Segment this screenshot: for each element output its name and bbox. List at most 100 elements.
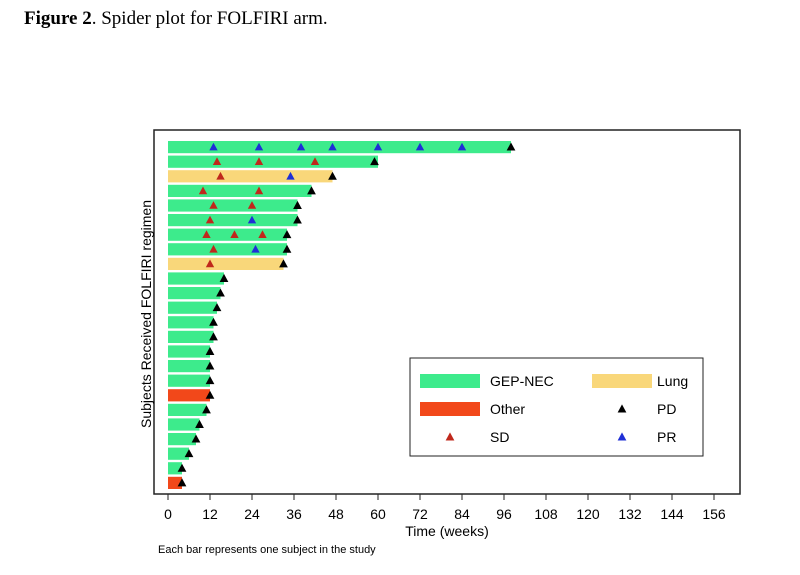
- subject-bar: [168, 360, 210, 373]
- legend-swatch: [420, 374, 480, 388]
- pd-marker: [202, 405, 211, 414]
- subject-bar: [168, 389, 210, 402]
- x-tick-label: 84: [454, 506, 470, 522]
- pd-marker: [177, 478, 187, 487]
- x-tick-label: 0: [164, 506, 172, 522]
- sd-marker: [198, 186, 208, 195]
- legend-label: GEP-NEC: [490, 373, 554, 389]
- sd-marker: [254, 157, 264, 165]
- pd-marker: [506, 142, 516, 151]
- figure-caption: Figure 2. Spider plot for FOLFIRI arm.: [24, 8, 328, 30]
- pd-marker: [282, 230, 292, 239]
- sd-marker: [205, 259, 215, 268]
- pd-marker: [370, 157, 379, 166]
- sd-marker: [230, 230, 239, 238]
- legend: GEP-NEC Lung Other PD SD PR: [409, 357, 704, 457]
- legend-swatch: [592, 374, 652, 388]
- subject-bar: [168, 243, 287, 256]
- subject-bar: [168, 374, 210, 387]
- legend-label: Lung: [657, 373, 688, 389]
- pr-marker: [209, 142, 218, 151]
- subject-bar: [168, 330, 214, 343]
- pd-marker: [209, 317, 218, 326]
- pd-marker: [328, 171, 337, 180]
- subject-bar: [168, 287, 221, 300]
- x-tick-label: 120: [576, 506, 600, 522]
- pd-marker: [177, 463, 187, 472]
- sd-marker: [209, 201, 218, 209]
- pr-marker: [247, 215, 257, 224]
- sd-marker: [212, 157, 222, 165]
- x-tick-label: 132: [618, 506, 642, 522]
- pr-marker: [296, 142, 306, 151]
- pr-marker: [254, 142, 264, 151]
- markers-layer: [177, 142, 516, 487]
- subject-bar: [168, 316, 214, 329]
- x-tick-label: 96: [496, 506, 512, 522]
- pr-marker: [286, 171, 295, 180]
- sd-marker: [247, 201, 257, 209]
- pd-marker: [219, 273, 229, 282]
- x-tick-label: 24: [244, 506, 260, 522]
- sd-marker: [258, 230, 267, 238]
- pr-marker: [328, 142, 337, 151]
- pd-marker: [184, 449, 194, 458]
- y-axis-label: Subjects Received FOLFIRI regimen: [138, 200, 154, 428]
- pd-marker: [279, 259, 288, 268]
- legend-swatch: [420, 402, 480, 416]
- pr-marker: [457, 142, 467, 151]
- legend-label: SD: [490, 429, 509, 445]
- legend-marker: [617, 404, 627, 413]
- subject-bar: [168, 272, 224, 285]
- pd-marker: [293, 215, 302, 224]
- sd-marker: [216, 171, 225, 180]
- x-axis-label: Time (weeks): [405, 523, 489, 539]
- sd-marker: [202, 230, 211, 238]
- legend-label: PD: [657, 401, 676, 417]
- x-tick-label: 36: [286, 506, 302, 522]
- pd-marker: [195, 419, 204, 428]
- x-tick-label: 48: [328, 506, 344, 522]
- pd-marker: [212, 303, 222, 312]
- sd-marker: [205, 215, 215, 224]
- legend-marker: [445, 432, 455, 441]
- pd-marker: [307, 186, 316, 195]
- pd-marker: [205, 346, 215, 355]
- pd-marker: [216, 288, 225, 297]
- sd-marker: [254, 186, 264, 195]
- legend-label: PR: [657, 429, 676, 445]
- pr-marker: [373, 142, 383, 151]
- subject-bar: [168, 228, 287, 241]
- pd-marker: [209, 332, 218, 341]
- subject-bar: [168, 447, 189, 460]
- pd-marker: [191, 434, 201, 443]
- subject-bar: [168, 257, 284, 270]
- figure-label: Figure 2: [24, 8, 92, 29]
- subject-bar: [168, 155, 378, 168]
- pd-marker: [205, 361, 215, 370]
- legend-marker: [617, 432, 627, 441]
- subject-bar: [168, 418, 200, 431]
- x-tick-label: 12: [202, 506, 218, 522]
- x-tick-label: 156: [702, 506, 726, 522]
- pd-marker: [205, 376, 215, 385]
- sd-marker: [209, 244, 218, 253]
- subject-bar: [168, 199, 298, 212]
- pr-marker: [251, 244, 260, 253]
- pd-marker: [205, 390, 215, 399]
- subject-bar: [168, 345, 210, 358]
- x-axis: 0 12 24 36 48 60 72 84 96 108 120 132 144 156: [164, 494, 726, 522]
- pd-marker: [293, 200, 302, 209]
- subject-bar: [168, 184, 312, 197]
- figure-caption-text: . Spider plot for FOLFIRI arm.: [91, 8, 328, 29]
- subject-bar: [168, 141, 511, 154]
- pd-marker: [282, 244, 292, 253]
- subject-bar: [168, 433, 196, 446]
- subject-bar: [168, 301, 217, 314]
- subject-bar: [168, 214, 298, 227]
- legend-label: Other: [490, 401, 525, 417]
- footnote: Each bar represents one subject in the s…: [158, 544, 376, 556]
- subject-bar: [168, 170, 333, 183]
- x-tick-label: 108: [534, 506, 558, 522]
